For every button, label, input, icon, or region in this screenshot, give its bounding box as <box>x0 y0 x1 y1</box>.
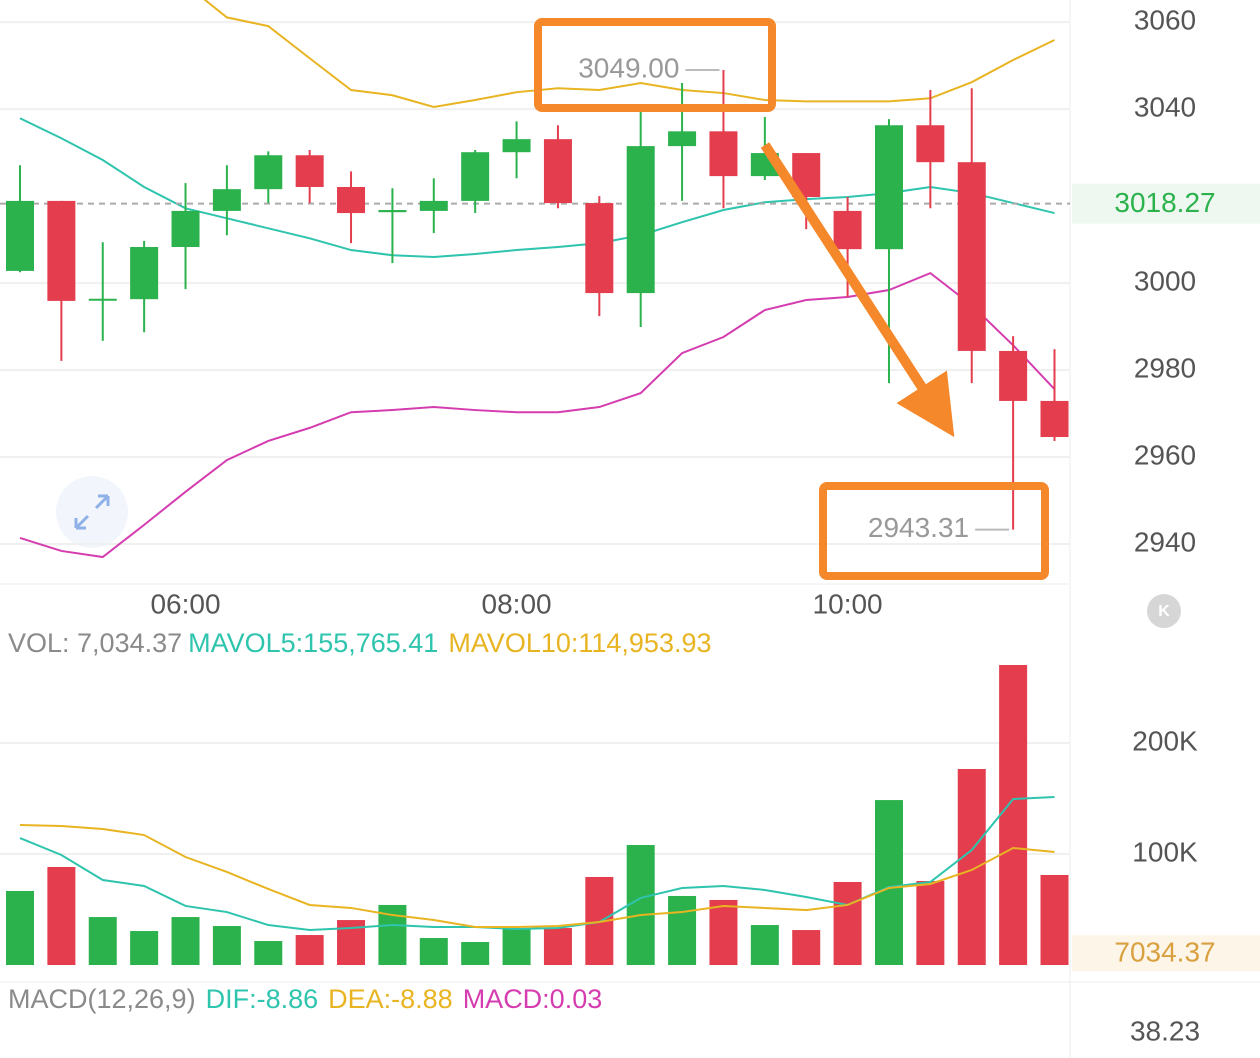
volume-bar <box>171 917 200 965</box>
volume-bar <box>295 935 324 965</box>
band-line <box>19 271 1056 559</box>
y-tick-label: 200K <box>1132 725 1198 756</box>
legend-entry: MAVOL5:155,765.41 <box>188 628 439 658</box>
x-tick-label: 08:00 <box>482 588 552 619</box>
candle-body <box>419 200 448 211</box>
mavol-line <box>19 824 1055 929</box>
candle-body <box>1040 400 1069 438</box>
highlight-box <box>534 18 776 112</box>
x-tick-label: 10:00 <box>813 588 883 619</box>
candle-body <box>999 350 1028 401</box>
candle-body <box>543 139 572 204</box>
candle-body <box>957 162 986 351</box>
macd-legend: MACD(12,26,9) DIF:-8.86 DEA:-8.88 MACD:0.0… <box>8 984 602 1015</box>
candle-body <box>212 189 241 211</box>
legend-entry: MACD:0.03 <box>462 984 603 1014</box>
volume-bar <box>6 890 34 965</box>
candle-body <box>295 155 324 187</box>
candle-body <box>833 210 862 250</box>
volume-tag-bg <box>1072 935 1260 972</box>
y-tick-label: 3060 <box>1134 5 1196 36</box>
candle-body <box>254 155 283 190</box>
volume-label: VOL: 7,034.37 <box>8 628 183 658</box>
y-tick-label: 3040 <box>1134 92 1196 123</box>
k-icon[interactable] <box>1147 594 1181 628</box>
annotation: 3049.00 <box>578 52 679 83</box>
volume-tag: 7034.37 <box>1114 937 1215 968</box>
volume-bar <box>999 664 1028 965</box>
annotation: 2943.31 <box>868 512 969 543</box>
volume-bar <box>419 938 448 965</box>
candle-body <box>668 131 697 147</box>
candle-body <box>461 152 490 201</box>
expand-icon[interactable] <box>56 476 128 548</box>
volume-bar <box>750 925 779 965</box>
candle-body <box>585 203 614 294</box>
volume-bar <box>957 768 986 965</box>
volume-bar <box>668 895 697 965</box>
volume-bar <box>254 941 283 965</box>
y-tick-label: 100K <box>1132 836 1198 867</box>
x-tick-label: 06:00 <box>150 588 220 619</box>
candle-body <box>874 125 903 250</box>
k-glyph: K <box>1158 603 1170 620</box>
y-tick-label: 2940 <box>1134 526 1196 557</box>
candle-body <box>130 246 159 300</box>
volume-bar <box>502 928 531 965</box>
candle-body <box>502 139 531 153</box>
candle-body <box>88 298 117 301</box>
volume-bar <box>88 917 117 965</box>
y-tick-label: 2960 <box>1134 439 1196 470</box>
candle-body <box>916 125 945 163</box>
volume-bar <box>47 866 76 965</box>
y-tick-label: 3000 <box>1134 265 1196 296</box>
volume-bar <box>130 931 159 965</box>
volume-bar <box>833 881 862 965</box>
volume-bar <box>626 845 655 965</box>
volume-bar <box>1040 874 1069 965</box>
volume-bar <box>212 926 241 965</box>
trend-arrow <box>760 142 955 438</box>
macd-title: MACD(12,26,9) <box>8 984 196 1014</box>
highlight-box <box>819 482 1049 580</box>
candle-body <box>709 131 738 177</box>
expand-glyph <box>74 494 110 530</box>
legend-entry: DEA:-8.88 <box>328 984 453 1014</box>
candle-body <box>6 200 34 271</box>
candle-body <box>171 210 200 247</box>
volume-bar <box>916 880 945 965</box>
volume-bar <box>792 930 821 965</box>
price-tag: 3018.27 <box>1114 187 1215 218</box>
candle-body <box>626 146 655 294</box>
volume-bar <box>709 899 738 965</box>
volume-bar <box>874 800 903 965</box>
volume-legend: VOL: 7,034.37 MAVOL5:155,765.41 MAVOL10:… <box>8 628 712 659</box>
legend-entry: MAVOL10:114,953.93 <box>448 628 712 658</box>
price-tag-bg <box>1072 183 1260 224</box>
volume-bar <box>461 942 490 965</box>
y-tick-label: 38.23 <box>1130 1015 1200 1046</box>
candle-body <box>378 210 407 213</box>
candle-body <box>47 200 76 301</box>
volume-bar <box>543 928 572 965</box>
candle-body <box>337 186 366 214</box>
legend-entry: DIF:-8.86 <box>205 984 319 1014</box>
macd-entries: DIF:-8.86 DEA:-8.88 MACD:0.03 <box>206 984 603 1015</box>
y-tick-label: 2980 <box>1134 352 1196 383</box>
